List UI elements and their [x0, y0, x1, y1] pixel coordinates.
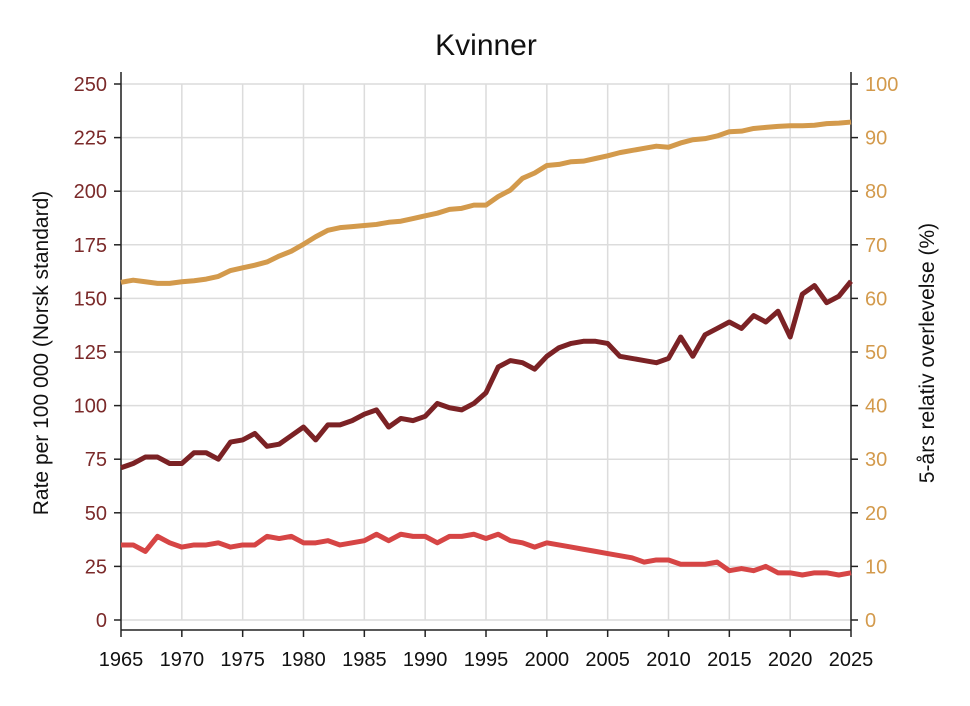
y-axis-right-label: 5-års relativ overlevelse (%) [916, 223, 939, 483]
y-left-tick-label: 100 [74, 396, 107, 418]
y-left-tick-label: 0 [96, 610, 107, 632]
y-left-tick-label: 200 [74, 181, 107, 203]
y-right-tick-label: 0 [865, 610, 876, 632]
x-tick-label: 2010 [646, 649, 691, 671]
x-tick-label: 1970 [160, 649, 205, 671]
y-right-tick-label: 50 [865, 342, 887, 364]
x-tick-label: 2000 [525, 649, 570, 671]
x-tick-label: 1975 [220, 649, 265, 671]
series-line-1 [120, 119, 852, 286]
x-tick-label: 1995 [464, 649, 509, 671]
y-right-tick-label: 30 [865, 449, 887, 471]
y-left-tick-label: 150 [74, 288, 107, 310]
series-layer [120, 119, 853, 578]
y-axis-left-label: Rate per 100 000 (Norsk standard) [30, 191, 53, 516]
y-right-tick-label: 10 [865, 556, 887, 578]
x-tick-label: 1990 [403, 649, 448, 671]
series-line-3 [121, 531, 852, 578]
y-right-tick-label: 20 [865, 503, 887, 525]
y-right-tick-label: 100 [865, 74, 898, 96]
y-left-tick-label: 175 [74, 235, 107, 257]
x-tick-label: 2025 [829, 649, 874, 671]
y-left-tick-label: 50 [85, 503, 107, 525]
axes: 0 25 50 75 100 125 150 175 200 225 250 0 10 20 30 40 50 6… [74, 72, 898, 671]
chart-title: Kvinner [435, 29, 537, 62]
y-left-tick-label: 225 [74, 128, 107, 150]
y-left-tick-label: 125 [74, 342, 107, 364]
x-tick-label: 1985 [342, 649, 387, 671]
y-left-tick-label: 250 [74, 74, 107, 96]
y-left-tick-label: 25 [85, 556, 107, 578]
y-right-tick-label: 40 [865, 396, 887, 418]
y-right-tick-label: 70 [865, 235, 887, 257]
x-tick-label: 1965 [99, 649, 144, 671]
y-right-tick-label: 90 [865, 128, 887, 150]
y-right-tick-label: 60 [865, 288, 887, 310]
x-tick-label: 2020 [768, 649, 813, 671]
x-tick-label: 2015 [707, 649, 752, 671]
y-left-tick-label: 75 [85, 449, 107, 471]
series-line-2 [120, 279, 853, 471]
x-tick-label: 2005 [585, 649, 630, 671]
x-tick-label: 1980 [281, 649, 326, 671]
y-right-tick-label: 80 [865, 181, 887, 203]
